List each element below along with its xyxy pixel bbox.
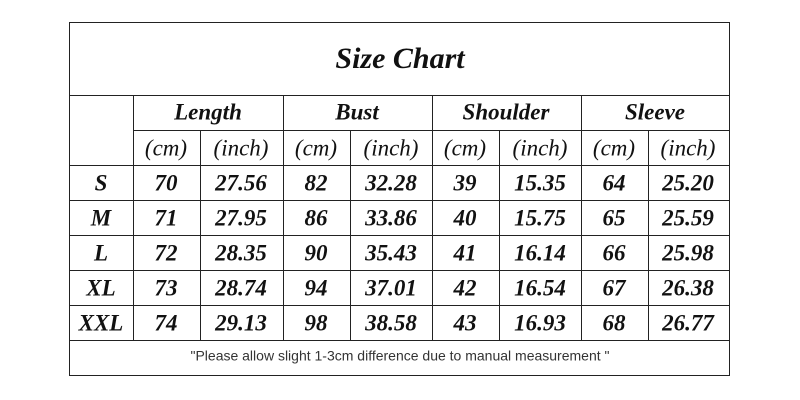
cell-value: 32.28 [364,170,417,195]
group-header: Bust [334,99,379,124]
cell-value: 27.56 [214,170,267,195]
cell-value: 64 [603,170,626,195]
group-header: Length [173,99,242,124]
cell-value: 42 [453,275,477,300]
note: "Please allow slight 1-3cm difference du… [190,348,609,364]
unit-header: (cm) [593,135,635,160]
cell-value: 40 [453,205,478,230]
cell-value: 68 [603,310,627,335]
grid [69,95,730,341]
cell-value: 26.38 [661,275,714,300]
size-label: M [90,205,113,230]
cell-value: 26.77 [661,310,715,335]
cell-value: 71 [155,205,178,230]
cell-value: 15.75 [514,205,566,230]
unit-header: (inch) [661,135,716,160]
cell-value: 41 [453,240,477,265]
cell-value: 90 [305,240,329,265]
cell-value: 25.20 [661,170,714,195]
cell-value: 35.43 [364,240,417,265]
unit-header: (cm) [145,135,187,160]
cell-value: 73 [155,275,178,300]
unit-header: (inch) [214,135,269,160]
group-header: Shoulder [463,99,551,124]
cell-value: 28.74 [214,275,267,300]
cell-value: 82 [305,170,328,195]
cell-value: 39 [453,170,478,195]
cell-value: 74 [155,310,178,335]
size-label: XXL [78,310,124,335]
cell-value: 15.35 [514,170,566,195]
cell-value: 67 [603,275,628,300]
cell-value: 16.14 [514,240,566,265]
cell-value: 72 [155,240,178,265]
cell-value: 16.93 [514,310,566,335]
cell-value: 94 [305,275,328,300]
table-border [69,22,730,376]
cell-value: 66 [603,240,627,265]
cell-value: 65 [603,205,626,230]
size-label: XL [85,275,115,300]
unit-header: (inch) [364,135,419,160]
unit-header: (cm) [295,135,337,160]
cell-value: 25.59 [661,205,714,230]
cell-value: 98 [305,310,329,335]
cell-value: 28.35 [214,240,267,265]
cell-value: 16.54 [514,275,566,300]
cell-value: 43 [453,310,477,335]
cell-value: 38.58 [364,310,417,335]
size-label: S [95,170,108,195]
title: Size Chart [335,42,466,75]
cell-value: 70 [155,170,179,195]
cell-value: 37.01 [364,275,417,300]
cell-value: 33.86 [364,205,417,230]
group-header: Sleeve [625,99,685,124]
unit-header: (cm) [444,135,486,160]
cell-value: 86 [305,205,329,230]
size-label: L [93,240,108,265]
cell-value: 29.13 [214,310,267,335]
cell-value: 25.98 [661,240,714,265]
cell-value: 27.95 [214,205,267,230]
unit-header: (inch) [513,135,568,160]
